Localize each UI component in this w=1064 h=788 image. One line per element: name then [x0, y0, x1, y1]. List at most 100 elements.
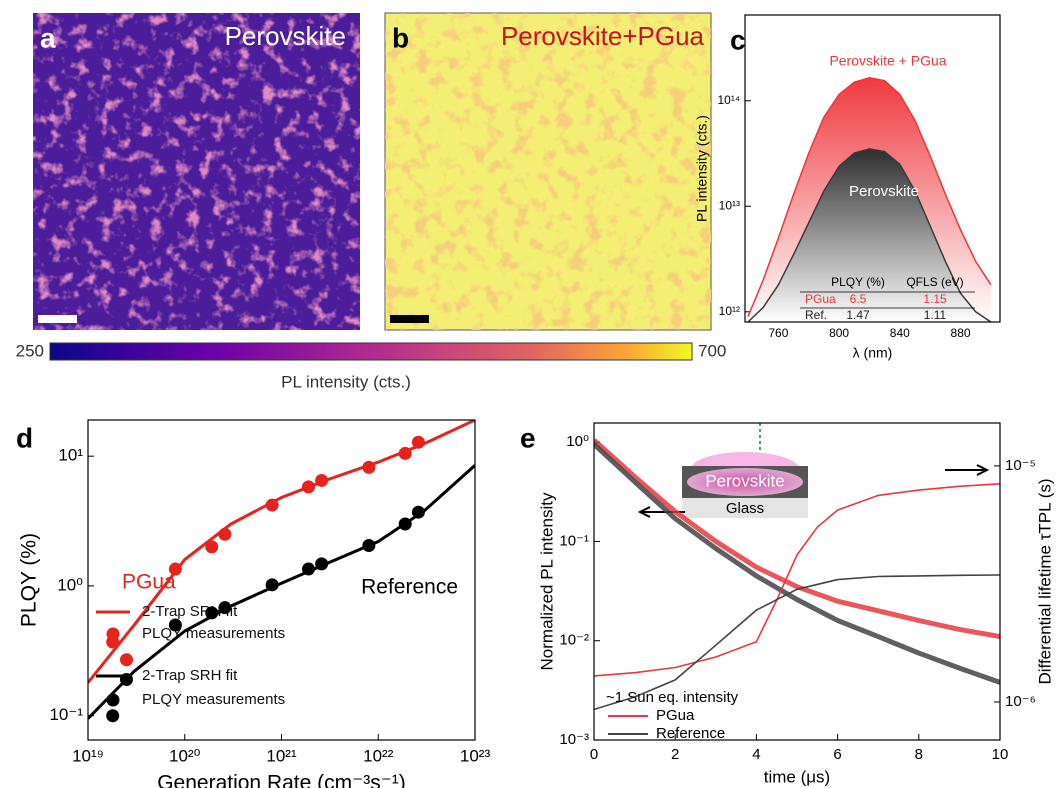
spectrum-area [748, 148, 991, 322]
measurement-point [218, 527, 232, 541]
measurement-point [120, 653, 134, 667]
measurement-point [205, 540, 219, 554]
x-axis-label: time (μs) [764, 767, 830, 786]
measurement-point [411, 505, 425, 519]
table-cell: 1.15 [923, 292, 947, 306]
legend-label: PGua [656, 707, 695, 724]
spectrum-line [747, 148, 992, 322]
emission-spot [687, 468, 803, 496]
panel-letter: b [392, 22, 409, 53]
y2-tick-label: 10⁻⁵ [1005, 457, 1036, 474]
y-tick-label: 10⁻² [559, 632, 589, 649]
table-cell: Ref. [805, 308, 827, 322]
legend-label: Reference [656, 725, 725, 742]
map-title: Perovskite [225, 21, 346, 51]
measurement-point [265, 578, 279, 592]
y-tick-label: 10¹³ [719, 198, 740, 212]
y-axis-label: PLQY (%) [18, 533, 41, 627]
legend-label: 2-Trap SRH fit [142, 667, 238, 684]
y-axis-label: Normalized PL intensity [537, 492, 556, 670]
y-tick-label: 10⁰ [566, 433, 589, 450]
legend-label: PLQY measurements [142, 625, 285, 642]
measurement-point [265, 498, 279, 512]
annotation: PGua [122, 571, 176, 594]
x-tick-label: 840 [890, 326, 910, 340]
decay-line [594, 438, 1000, 640]
measurement-point [398, 517, 412, 531]
colorbar-tick-label: 700 [698, 341, 726, 360]
annotation: Reference [361, 576, 458, 599]
legend-label: PLQY measurements [142, 691, 285, 708]
scale-bar [390, 315, 429, 323]
x-tick-label: 10²¹ [266, 746, 297, 765]
y-axis-label: PL intensity (cts.) [694, 115, 710, 222]
table-cell: PGua [805, 292, 836, 306]
legend-marker [106, 693, 120, 707]
table-cell: 6.5 [850, 292, 867, 306]
x-tick-label: 10¹⁹ [72, 746, 104, 765]
table-cell: 1.47 [846, 308, 870, 322]
measurement-point [362, 538, 376, 552]
glass-layer [682, 498, 808, 518]
x-tick-label: 8 [915, 746, 923, 763]
series-label: Perovskite [849, 183, 919, 200]
panel-letter: c [730, 24, 746, 55]
y-tick-label: 10⁰ [57, 575, 83, 594]
pl-map-b-texture [385, 13, 711, 330]
measurement-point [168, 618, 182, 632]
annotation: ~1 Sun eq. intensity [606, 689, 739, 706]
fit-line [88, 420, 475, 684]
x-tick-label: 800 [829, 326, 849, 340]
spectrum-line [747, 77, 992, 317]
y2-tick-label: 10⁻⁶ [1005, 693, 1036, 710]
measurement-point [398, 446, 412, 460]
measurement-point [106, 709, 120, 723]
measurement-point [301, 480, 315, 494]
legend-marker [106, 627, 120, 641]
panel-letter: a [40, 22, 56, 53]
measurement-point [411, 435, 425, 449]
inset-label: Glass [726, 500, 764, 517]
x-tick-label: 6 [833, 746, 841, 763]
lifetime-line [594, 574, 1000, 711]
x-axis-label: Generation Rate (cm⁻³s⁻¹) [157, 772, 406, 788]
colorbar [49, 342, 693, 361]
y-tick-label: 10¹² [719, 304, 740, 318]
colorbar-tick-label: 250 [16, 341, 44, 360]
x-tick-label: 0 [590, 746, 598, 763]
y2-axis-label: Differential lifetime τTPL (s) [1035, 478, 1054, 684]
x-tick-label: 10²³ [460, 746, 491, 765]
table-header: QFLS (eV) [906, 275, 963, 289]
measurement-point [315, 557, 329, 571]
decay-line [594, 442, 1000, 685]
measurement-point [218, 601, 232, 615]
measurement-point [205, 606, 219, 620]
x-tick-label: 2 [671, 746, 679, 763]
y-tick-label: 10⁻³ [559, 731, 589, 748]
x-tick-label: 760 [768, 326, 788, 340]
panel-letter: e [520, 422, 536, 453]
pl-map-a-texture [33, 13, 360, 330]
measurement-point [168, 562, 182, 576]
y-tick-label: 10¹ [58, 446, 83, 465]
plot-frame [744, 14, 1001, 323]
y-tick-label: 10⁻¹ [49, 705, 83, 724]
plot-frame [87, 419, 476, 741]
x-tick-label: 880 [951, 326, 971, 340]
colorbar-label: PL intensity (cts.) [281, 372, 411, 391]
x-tick-label: 10 [992, 746, 1009, 763]
x-tick-label: 4 [752, 746, 760, 763]
scale-bar [38, 315, 77, 323]
table-header: PLQY (%) [831, 275, 885, 289]
inset-label: Perovskite [705, 471, 784, 490]
measurement-point [301, 562, 315, 576]
measurement-point [315, 473, 329, 487]
lifetime-line [594, 483, 1000, 677]
x-axis-label: λ (nm) [853, 345, 893, 361]
map-title: Perovskite+PGua [501, 21, 705, 51]
series-label: Perovskite + PGua [829, 53, 946, 69]
panel-letter: d [16, 422, 33, 453]
x-tick-label: 10²⁰ [169, 746, 201, 765]
y-tick-label: 10⁻¹ [559, 532, 589, 549]
